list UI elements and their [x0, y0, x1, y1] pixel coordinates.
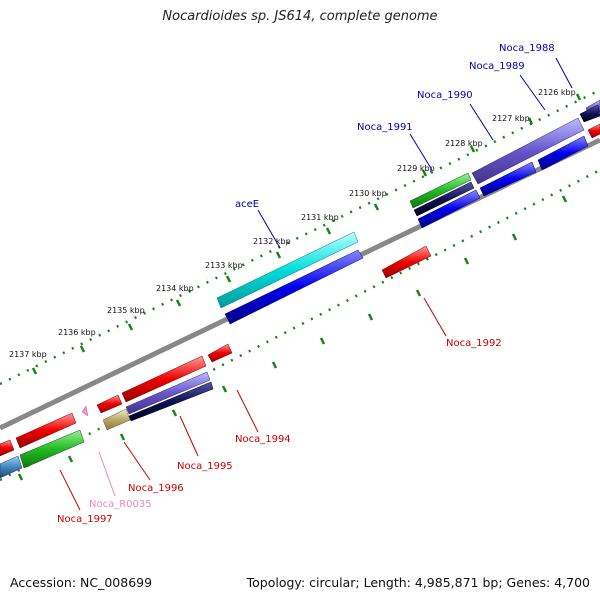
label-noca-r0035: Noca_R0035: [89, 499, 152, 510]
label-noca-1991: Noca_1991: [357, 122, 413, 133]
label-noca-1994: Noca_1994: [235, 434, 291, 445]
leader-lines: [59, 57, 573, 511]
tick-label: 2129 kbp: [397, 164, 435, 173]
gene-noca-1997-feature[interactable]: [19, 429, 85, 469]
cds-noca-1989-arrow[interactable]: [537, 135, 589, 171]
tick-label: 2126 kbp: [538, 88, 576, 97]
tick-label: 2132 kbp: [253, 237, 291, 246]
tick-label: 2128 kbp: [445, 139, 483, 148]
cds-noca-1992-arrow[interactable]: [381, 245, 432, 279]
cds-noca-1996-arrow[interactable]: [96, 394, 123, 414]
gene-noca-1990-feature[interactable]: [471, 117, 585, 185]
cds-left-steel-feature[interactable]: [0, 455, 23, 479]
tick-label: 2131 kbp: [301, 213, 339, 222]
major-ticks-inner: [17, 195, 568, 481]
cds-left-red-arrow[interactable]: [0, 439, 15, 457]
genome-summary-text: Topology: circular; Length: 4,985,871 bp…: [246, 575, 590, 590]
tick-label: 2127 kbp: [492, 114, 530, 123]
label-noca-1997: Noca_1997: [57, 514, 113, 525]
cds-noca-1990-arrow[interactable]: [479, 161, 537, 197]
label-noca-1992: Noca_1992: [446, 338, 502, 349]
label-acee: aceE: [235, 199, 259, 210]
cds-noca-1997-arrow[interactable]: [15, 412, 77, 449]
cds-noca-1993-arrow[interactable]: [207, 343, 233, 363]
cds-noca-1995-arrow[interactable]: [121, 355, 207, 403]
tick-label: 2136 kbp: [58, 328, 96, 337]
tick-label: 2135 kbp: [107, 306, 145, 315]
cds-acee-arrow[interactable]: [224, 249, 364, 325]
tick-label-group: 2126 kbp 2127 kbp 2128 kbp 2129 kbp 2130…: [9, 88, 576, 359]
map-title: Nocardioides sp. JS614, complete genome: [162, 9, 438, 24]
gene-acee-feature[interactable]: [216, 231, 359, 309]
outer-tick-ring: [0, 88, 600, 386]
label-noca-1989: Noca_1989: [469, 61, 525, 72]
cds-noca-1988-red[interactable]: [587, 123, 600, 139]
major-ticks-outer: [31, 93, 582, 375]
tick-label: 2134 kbp: [156, 284, 194, 293]
tick-label: 2130 kbp: [349, 189, 387, 198]
cds-noca-1995-navy[interactable]: [128, 381, 214, 422]
misc-noca-1996-feature[interactable]: [102, 408, 131, 431]
gene-noca-1991-feature[interactable]: [409, 172, 472, 209]
rna-noca-r0035-feature[interactable]: [81, 405, 89, 417]
cds-noca-1991-arrow[interactable]: [417, 189, 481, 229]
cds-noca-1988-navy[interactable]: [579, 104, 600, 123]
label-noca-1995: Noca_1995: [177, 461, 233, 472]
tick-label: 2137 kbp: [9, 350, 47, 359]
label-noca-1988: Noca_1988: [499, 43, 555, 54]
label-noca-1996: Noca_1996: [128, 483, 184, 494]
accession-text: Accession: NC_008699: [10, 575, 153, 590]
gene-noca-1995-feature[interactable]: [125, 371, 211, 415]
inner-tick-ring: [0, 168, 600, 482]
tick-label: 2133 kbp: [205, 261, 243, 270]
label-noca-1990: Noca_1990: [417, 90, 473, 101]
cds-noca-1991-navy[interactable]: [413, 181, 475, 217]
